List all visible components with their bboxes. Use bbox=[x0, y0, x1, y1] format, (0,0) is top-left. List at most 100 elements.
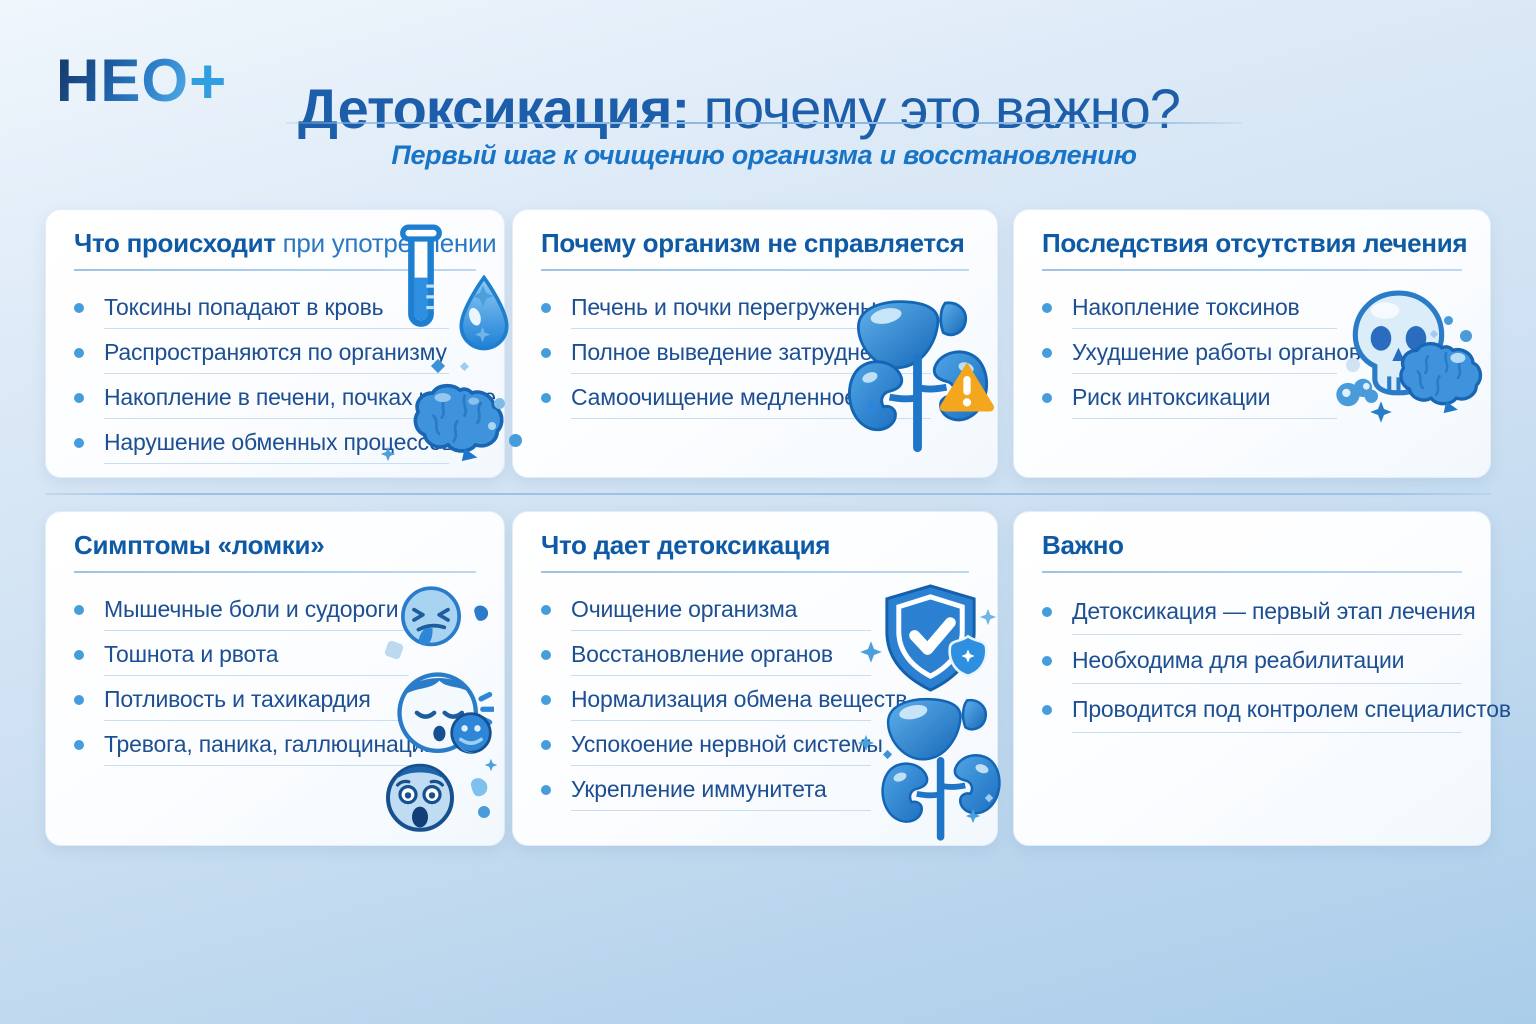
list-item: Восстановление органов bbox=[541, 632, 969, 677]
list-item: Токсины попадают в кровь bbox=[74, 285, 476, 330]
list-item-text: Накопление токсинов bbox=[1072, 294, 1300, 320]
sparkle-icon bbox=[881, 748, 894, 761]
bullet-icon bbox=[541, 392, 551, 403]
card-title-rule bbox=[74, 269, 476, 271]
sparkle-icon bbox=[857, 734, 875, 752]
list-item: Нормализация обмена веществ bbox=[541, 677, 969, 722]
sparkle-icon bbox=[979, 608, 997, 626]
list-item: Самоочищение медленное bbox=[541, 375, 969, 420]
card-title-regular: при употреблении bbox=[275, 228, 497, 258]
bullet-icon bbox=[74, 649, 84, 660]
list-item-text: Восстановление органов bbox=[571, 641, 833, 667]
list-item-text: Ухудшение работы органов bbox=[1072, 339, 1361, 365]
card-withdrawal-symptoms: Симптомы «ломки» Мышечные боли и судорог… bbox=[45, 511, 505, 846]
card-title-rule bbox=[541, 269, 969, 271]
sparkle-icon bbox=[474, 326, 491, 343]
list-item-text: Токсины попадают в кровь bbox=[104, 294, 384, 320]
splatter-icon bbox=[466, 774, 492, 800]
splatter-icon bbox=[470, 602, 492, 624]
warning-icon bbox=[937, 358, 997, 414]
card-title: Что дает детоксикация bbox=[541, 530, 831, 560]
liver-icon bbox=[877, 692, 995, 776]
card-title-rule bbox=[1042, 571, 1462, 573]
sparkle-icon bbox=[1369, 400, 1393, 424]
card-title: Почему организм не справляется bbox=[541, 228, 965, 258]
card-consequences: Последствия отсутствия лечения Накоплени… bbox=[1013, 209, 1491, 478]
bullet-icon bbox=[74, 604, 84, 615]
bullet-icon bbox=[1042, 655, 1052, 666]
page-title: Детоксикация: почему это важно? bbox=[298, 76, 1181, 141]
list-item: Распространяются по организму bbox=[74, 330, 476, 375]
list-item: Мышечные боли и судороги bbox=[74, 587, 476, 632]
page-subtitle: Первый шаг к очищению организма и восста… bbox=[391, 140, 1137, 170]
list-item: Укрепление иммунитета bbox=[541, 767, 969, 812]
bullet-icon bbox=[1042, 392, 1052, 403]
droplet-icon bbox=[865, 396, 879, 416]
list-item: Проводится под контролем специалистов bbox=[1042, 685, 1511, 734]
list-item-text: Нарушение обменных процессов bbox=[104, 429, 454, 455]
list-item-text: Детоксикация — первый этап лечения bbox=[1072, 598, 1476, 624]
sparkle-icon bbox=[965, 808, 981, 824]
card-title-bold: Что происходит bbox=[74, 228, 276, 258]
dizzy-face-icon bbox=[448, 710, 494, 756]
list-item: Накопление токсинов bbox=[1042, 285, 1462, 330]
bullet-list: Мышечные боли и судороги Тошнота и рвота… bbox=[74, 587, 476, 767]
nauseated-face-icon bbox=[394, 582, 468, 658]
sparkle-icon bbox=[471, 284, 495, 308]
card-title: Последствия отсутствия лечения bbox=[1042, 228, 1468, 258]
liver-icon bbox=[851, 290, 971, 390]
decor-dot bbox=[1346, 358, 1360, 372]
decor-dot bbox=[509, 434, 522, 447]
list-item-text: Печень и почки перегружены bbox=[571, 294, 877, 320]
decor-dot bbox=[478, 806, 490, 818]
decor-dot bbox=[1444, 316, 1453, 325]
list-item-text: Риск интоксикации bbox=[1072, 384, 1271, 410]
card-title: Важно bbox=[1042, 530, 1124, 560]
sparkle-icon bbox=[983, 792, 995, 804]
list-item-text: Проводится под контролем специалистов bbox=[1072, 696, 1511, 722]
bullet-icon bbox=[74, 302, 84, 313]
bullet-icon bbox=[1042, 606, 1052, 617]
brand-logo-text: НЕО bbox=[56, 47, 190, 114]
bullet-icon bbox=[541, 604, 551, 615]
mini-shield-icon bbox=[945, 632, 991, 680]
droplet-icon bbox=[452, 274, 516, 354]
list-item: Печень и почки перегружены bbox=[541, 285, 969, 330]
bullet-icon bbox=[541, 347, 551, 358]
list-item-text: Тошнота и рвота bbox=[104, 641, 279, 667]
bullet-icon bbox=[541, 649, 551, 660]
bullet-icon bbox=[74, 437, 84, 448]
list-item: Тревога, паника, галлюцинации bbox=[74, 722, 476, 767]
bullet-icon bbox=[541, 302, 551, 313]
bullet-icon bbox=[74, 739, 84, 750]
bullet-icon bbox=[1042, 302, 1052, 313]
bullet-list: Очищение организма Восстановление органо… bbox=[541, 587, 969, 812]
list-item: Полное выведение затруднено bbox=[541, 330, 969, 375]
bullet-icon bbox=[74, 347, 84, 358]
sparkle-icon bbox=[859, 640, 883, 664]
card-what-happens: Что происходит при употреблении Токсины … bbox=[45, 209, 509, 478]
card-why-body-fails: Почему организм не справляется Печень и … bbox=[509, 209, 998, 478]
bullet-icon bbox=[74, 694, 84, 705]
page-title-regular: почему это важно? bbox=[689, 76, 1181, 140]
sparkle-icon bbox=[458, 360, 471, 373]
sparkle-icon bbox=[428, 356, 448, 376]
page-title-bold: Детоксикация: bbox=[298, 76, 690, 140]
list-item: Риск интоксикации bbox=[1042, 375, 1462, 420]
list-item: Необходима для реабилитации bbox=[1042, 636, 1462, 685]
brain-icon bbox=[1396, 338, 1488, 418]
smoke-puff-icon bbox=[1333, 370, 1383, 410]
list-item: Детоксикация — первый этап лечения bbox=[1042, 587, 1476, 636]
list-item-text: Необходима для реабилитации bbox=[1072, 647, 1405, 673]
list-item-text: Нормализация обмена веществ bbox=[571, 686, 908, 712]
list-item-text: Потливость и тахикардия bbox=[104, 686, 371, 712]
list-item-text: Самоочищение медленное bbox=[571, 384, 857, 410]
bullet-list: Токсины попадают в кровь Распространяютс… bbox=[74, 285, 496, 465]
shocked-face-icon bbox=[380, 756, 460, 838]
list-item: Очищение организма bbox=[541, 587, 969, 632]
bullet-icon bbox=[541, 694, 551, 705]
test-tube-icon bbox=[391, 224, 451, 344]
decor-dot bbox=[1460, 330, 1472, 342]
card-title-rule bbox=[1042, 269, 1462, 271]
